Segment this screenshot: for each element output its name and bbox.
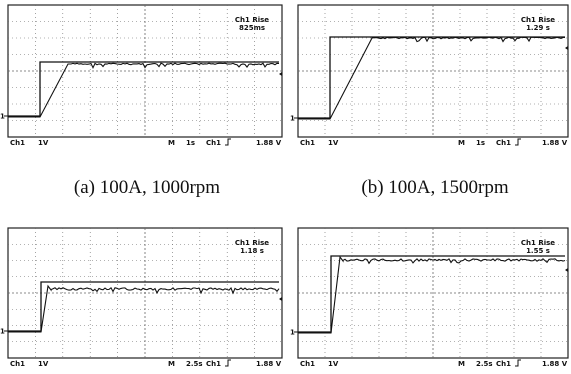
readout-value: 1.29 s	[526, 24, 550, 32]
channel: Ch1	[300, 360, 315, 368]
caption: (a) 100A, 1000rpm	[74, 177, 220, 198]
trigger-level: 1.88 V	[542, 360, 568, 368]
timebase: 1s	[476, 139, 485, 147]
timebase: 2.5s	[186, 360, 203, 368]
volts: 1V	[38, 360, 49, 368]
timebase-label: M	[168, 360, 175, 368]
channel: Ch1	[300, 139, 315, 147]
trigger-channel: Ch1	[496, 360, 511, 368]
trigger-slope	[515, 139, 521, 145]
reference-trace	[298, 37, 565, 118]
level-marker	[279, 72, 282, 76]
trigger-channel: Ch1	[496, 139, 511, 147]
level-marker	[279, 297, 282, 301]
response-trace	[298, 257, 565, 333]
volts: 1V	[328, 139, 339, 147]
trigger-level: 1.88 V	[256, 360, 282, 368]
reference-trace	[8, 62, 279, 116]
channel: Ch1	[10, 139, 25, 147]
readout-value: 1.55 s	[526, 247, 550, 255]
readout-value: 1.18 s	[240, 247, 264, 255]
trigger-slope	[225, 139, 231, 145]
reference-trace	[298, 256, 565, 332]
channel: Ch1	[10, 360, 25, 368]
trigger-slope	[515, 360, 521, 366]
trigger-slope	[225, 360, 231, 366]
level-marker	[565, 268, 568, 272]
timebase: 2.5s	[476, 360, 493, 368]
readout-label: Ch1 Rise	[235, 239, 269, 247]
trigger-channel: Ch1	[206, 360, 221, 368]
readout-label: Ch1 Rise	[235, 16, 269, 24]
timebase-label: M	[458, 139, 465, 147]
level-marker	[565, 46, 568, 50]
caption: (b) 100A, 1500rpm	[361, 177, 508, 198]
volts: 1V	[38, 139, 49, 147]
trigger-level: 1.88 V	[256, 139, 282, 147]
volts: 1V	[328, 360, 339, 368]
timebase: 1s	[186, 139, 195, 147]
timebase-label: M	[168, 139, 175, 147]
readout-label: Ch1 Rise	[521, 16, 555, 24]
figure: 1Ch1 Rise825msCh11VM1sCh11.88 V(a) 100A,…	[0, 0, 571, 374]
timebase-label: M	[458, 360, 465, 368]
trigger-channel: Ch1	[206, 139, 221, 147]
readout-label: Ch1 Rise	[521, 239, 555, 247]
readout-value: 825ms	[239, 24, 265, 32]
trigger-level: 1.88 V	[542, 139, 568, 147]
response-trace	[298, 37, 565, 119]
